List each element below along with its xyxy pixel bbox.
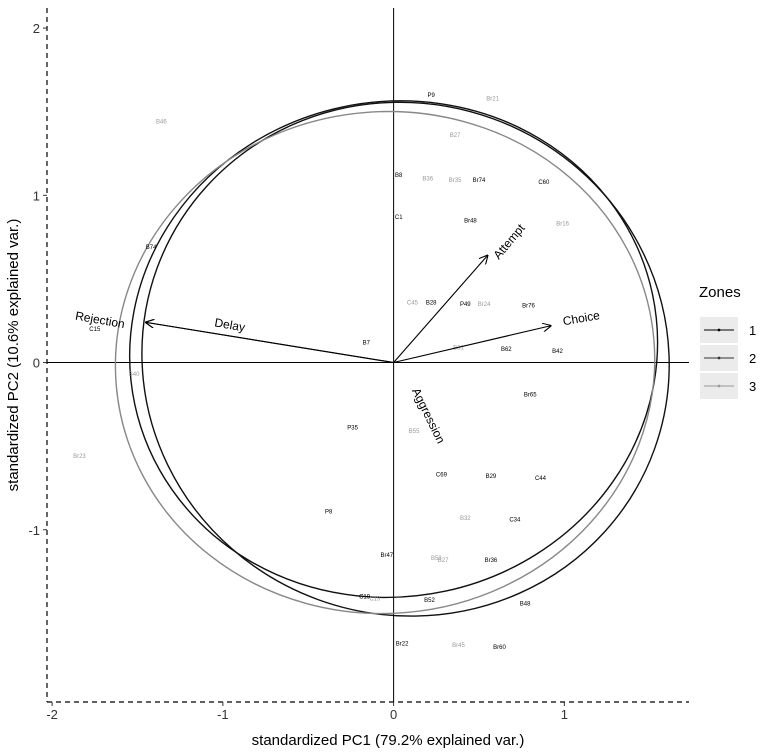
zone-ellipse-2 (141, 101, 670, 617)
point-label: C15 (89, 327, 101, 333)
point-label: P9 (428, 93, 436, 99)
point-label: Br48 (464, 218, 477, 224)
point-label: B42 (552, 349, 563, 355)
axes: -2 -1 0 1 -1 0 1 2 standardized PC1 (79.2% expla… (5, 8, 689, 749)
point-label: Br16 (556, 222, 569, 228)
point-label: Br65 (524, 392, 537, 398)
point-label: B62 (501, 347, 512, 353)
y-tick-label: 0 (33, 356, 40, 371)
point-label: B46 (156, 120, 167, 126)
loading-arrow-attempt (393, 255, 488, 363)
point-label: P8 (325, 509, 333, 515)
x-tick-label: 1 (561, 707, 568, 722)
point-label: B27 (450, 133, 461, 139)
legend-key-marker (717, 384, 721, 388)
loading-label-aggression: Aggression (409, 386, 448, 446)
point-label: Br36 (485, 558, 498, 564)
point-label: B27 (438, 558, 449, 564)
point-label: P49 (460, 302, 471, 308)
legend-entry-label: 1 (749, 323, 756, 338)
y-tick-label: 1 (33, 188, 40, 203)
x-tick-label: 0 (390, 707, 397, 722)
point-label: Br74 (473, 178, 486, 184)
point-label: P35 (347, 426, 358, 432)
point-label: B55 (409, 429, 420, 435)
point-label: Br23 (73, 454, 86, 460)
x-tick-label: -2 (46, 707, 58, 722)
point-label: Br76 (522, 304, 535, 310)
point-label: C44 (535, 476, 547, 482)
loading-label-attempt: Attempt (490, 221, 528, 262)
point-label: C34 (509, 518, 521, 524)
point-label: C60 (538, 180, 550, 186)
point-label: Br45 (452, 643, 465, 649)
legend-entry-label: 3 (749, 379, 756, 394)
point-label: C45 (407, 300, 419, 306)
legend-title: Zones (699, 284, 741, 301)
point-label: Br24 (478, 302, 491, 308)
x-tick-label: -1 (217, 707, 229, 722)
x-axis-title: standardized PC1 (79.2% explained var.) (252, 732, 525, 749)
point-label: B32 (460, 516, 471, 522)
point-label: Br22 (396, 641, 409, 647)
point-label: B52 (424, 598, 435, 604)
point-label: C1 (395, 215, 403, 221)
y-tick-label: -1 (28, 523, 40, 538)
legend-key-marker (717, 328, 721, 332)
loading-arrow-rejection (146, 322, 394, 364)
point-label: Br60 (493, 645, 506, 651)
point-label: B48 (520, 601, 531, 607)
point-label: B36 (422, 177, 433, 183)
legend: Zones 1 2 3 (699, 284, 756, 399)
legend-key-marker (717, 356, 721, 360)
point-label: B7 (363, 340, 371, 346)
loading-label-delay: Delay (214, 315, 247, 334)
point-label: B28 (426, 300, 437, 306)
point-label: Br47 (380, 553, 393, 559)
loading-arrow-choice (393, 326, 551, 364)
plot-panel: P9 Br21 B46 B27 B8 B36 Br35 Br74 C60 C1 Br48 Br16 B7… (47, 8, 689, 702)
point-label: Br35 (449, 178, 462, 184)
point-label: B74 (146, 245, 157, 251)
point-label: C19 (369, 596, 381, 602)
loading-label-choice: Choice (562, 308, 602, 328)
point-label: Br21 (486, 96, 499, 102)
point-label: B29 (486, 474, 497, 480)
point-label: B52 (431, 556, 442, 562)
point-label: C19 (359, 595, 371, 601)
point-label: B8 (395, 173, 403, 179)
y-axis-title: standardized PC2 (10.6% explained var.) (5, 219, 22, 492)
point-label: B31 (453, 345, 464, 351)
point-label: B40 (129, 372, 140, 378)
legend-entry-label: 2 (749, 351, 756, 366)
zone-ellipse-1 (128, 100, 659, 599)
y-tick-label: 2 (33, 21, 40, 36)
zone-ellipse-3 (114, 110, 656, 615)
point-label: C69 (436, 473, 448, 479)
